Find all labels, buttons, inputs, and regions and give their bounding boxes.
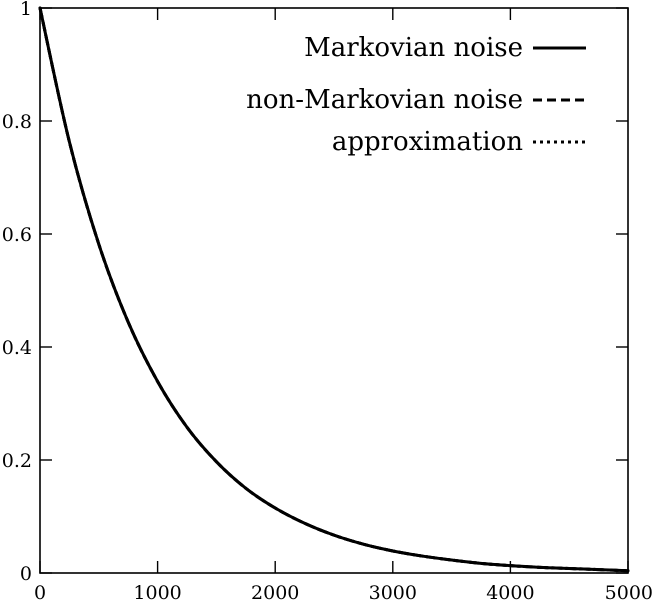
plot-frame [39,7,629,574]
x-tick-label: 1000 [133,582,181,602]
legend-label: Markovian noise [304,33,523,63]
y-tick-label: 0.4 [2,337,32,359]
legend-label: non-Markovian noise [246,85,523,115]
y-tick-label: 0.6 [2,224,32,246]
legend-label: approximation [332,127,523,157]
x-tick-label: 0 [34,582,46,602]
legend-layer: Markovian noise non-Markovian noise approx… [246,33,586,157]
x-tick-label: 2000 [251,582,299,602]
y-tick-label: 0.2 [2,450,32,472]
x-tick-label: 4000 [486,582,534,602]
x-tick-label: 5000 [605,582,653,602]
y-tick-label: 0.8 [2,111,32,133]
series-line-approximation [38,6,630,573]
series-layer [38,6,630,573]
x-tick-label: 3000 [369,582,417,602]
y-tick-label: 0 [20,563,32,585]
y-tick-label: 1 [20,0,32,20]
